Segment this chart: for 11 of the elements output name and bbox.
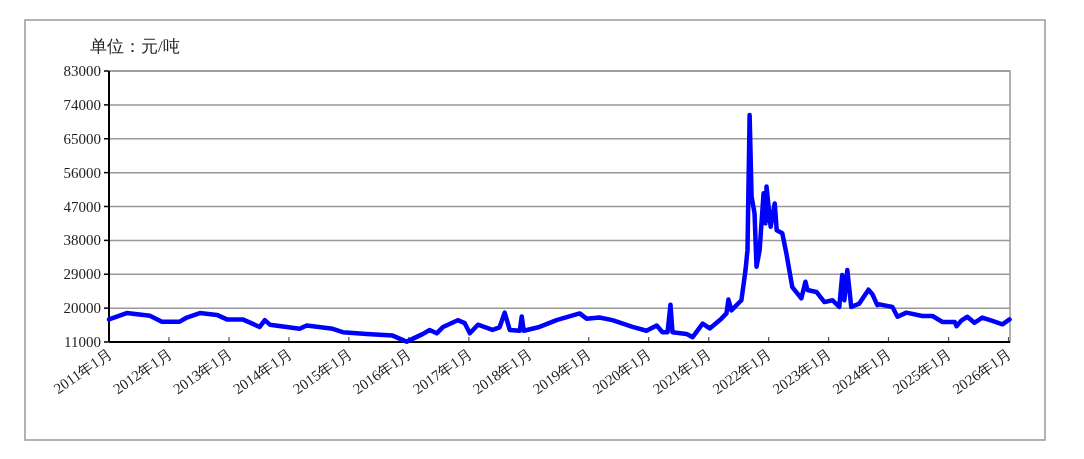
y-tick-label: 65000 (63, 130, 101, 147)
y-tick-label: 83000 (63, 63, 101, 79)
y-tick-label: 38000 (63, 232, 101, 249)
y-tick-label: 47000 (63, 198, 101, 215)
y-tick-label: 29000 (63, 266, 101, 283)
y-tick-label: 11000 (64, 334, 101, 350)
y-tick-label: 20000 (63, 300, 101, 317)
x-tick-label: 2026年1月 (949, 345, 1015, 398)
y-tick-label: 56000 (63, 164, 101, 181)
y-tick-label: 74000 (63, 96, 101, 113)
chart-title: 单位：元/吨 (90, 37, 180, 56)
